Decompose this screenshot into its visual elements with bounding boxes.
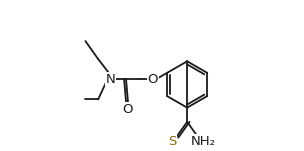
Text: O: O	[122, 103, 133, 116]
Text: S: S	[168, 135, 176, 148]
Text: NH₂: NH₂	[190, 135, 215, 148]
Text: O: O	[147, 73, 158, 86]
Text: N: N	[106, 73, 116, 86]
